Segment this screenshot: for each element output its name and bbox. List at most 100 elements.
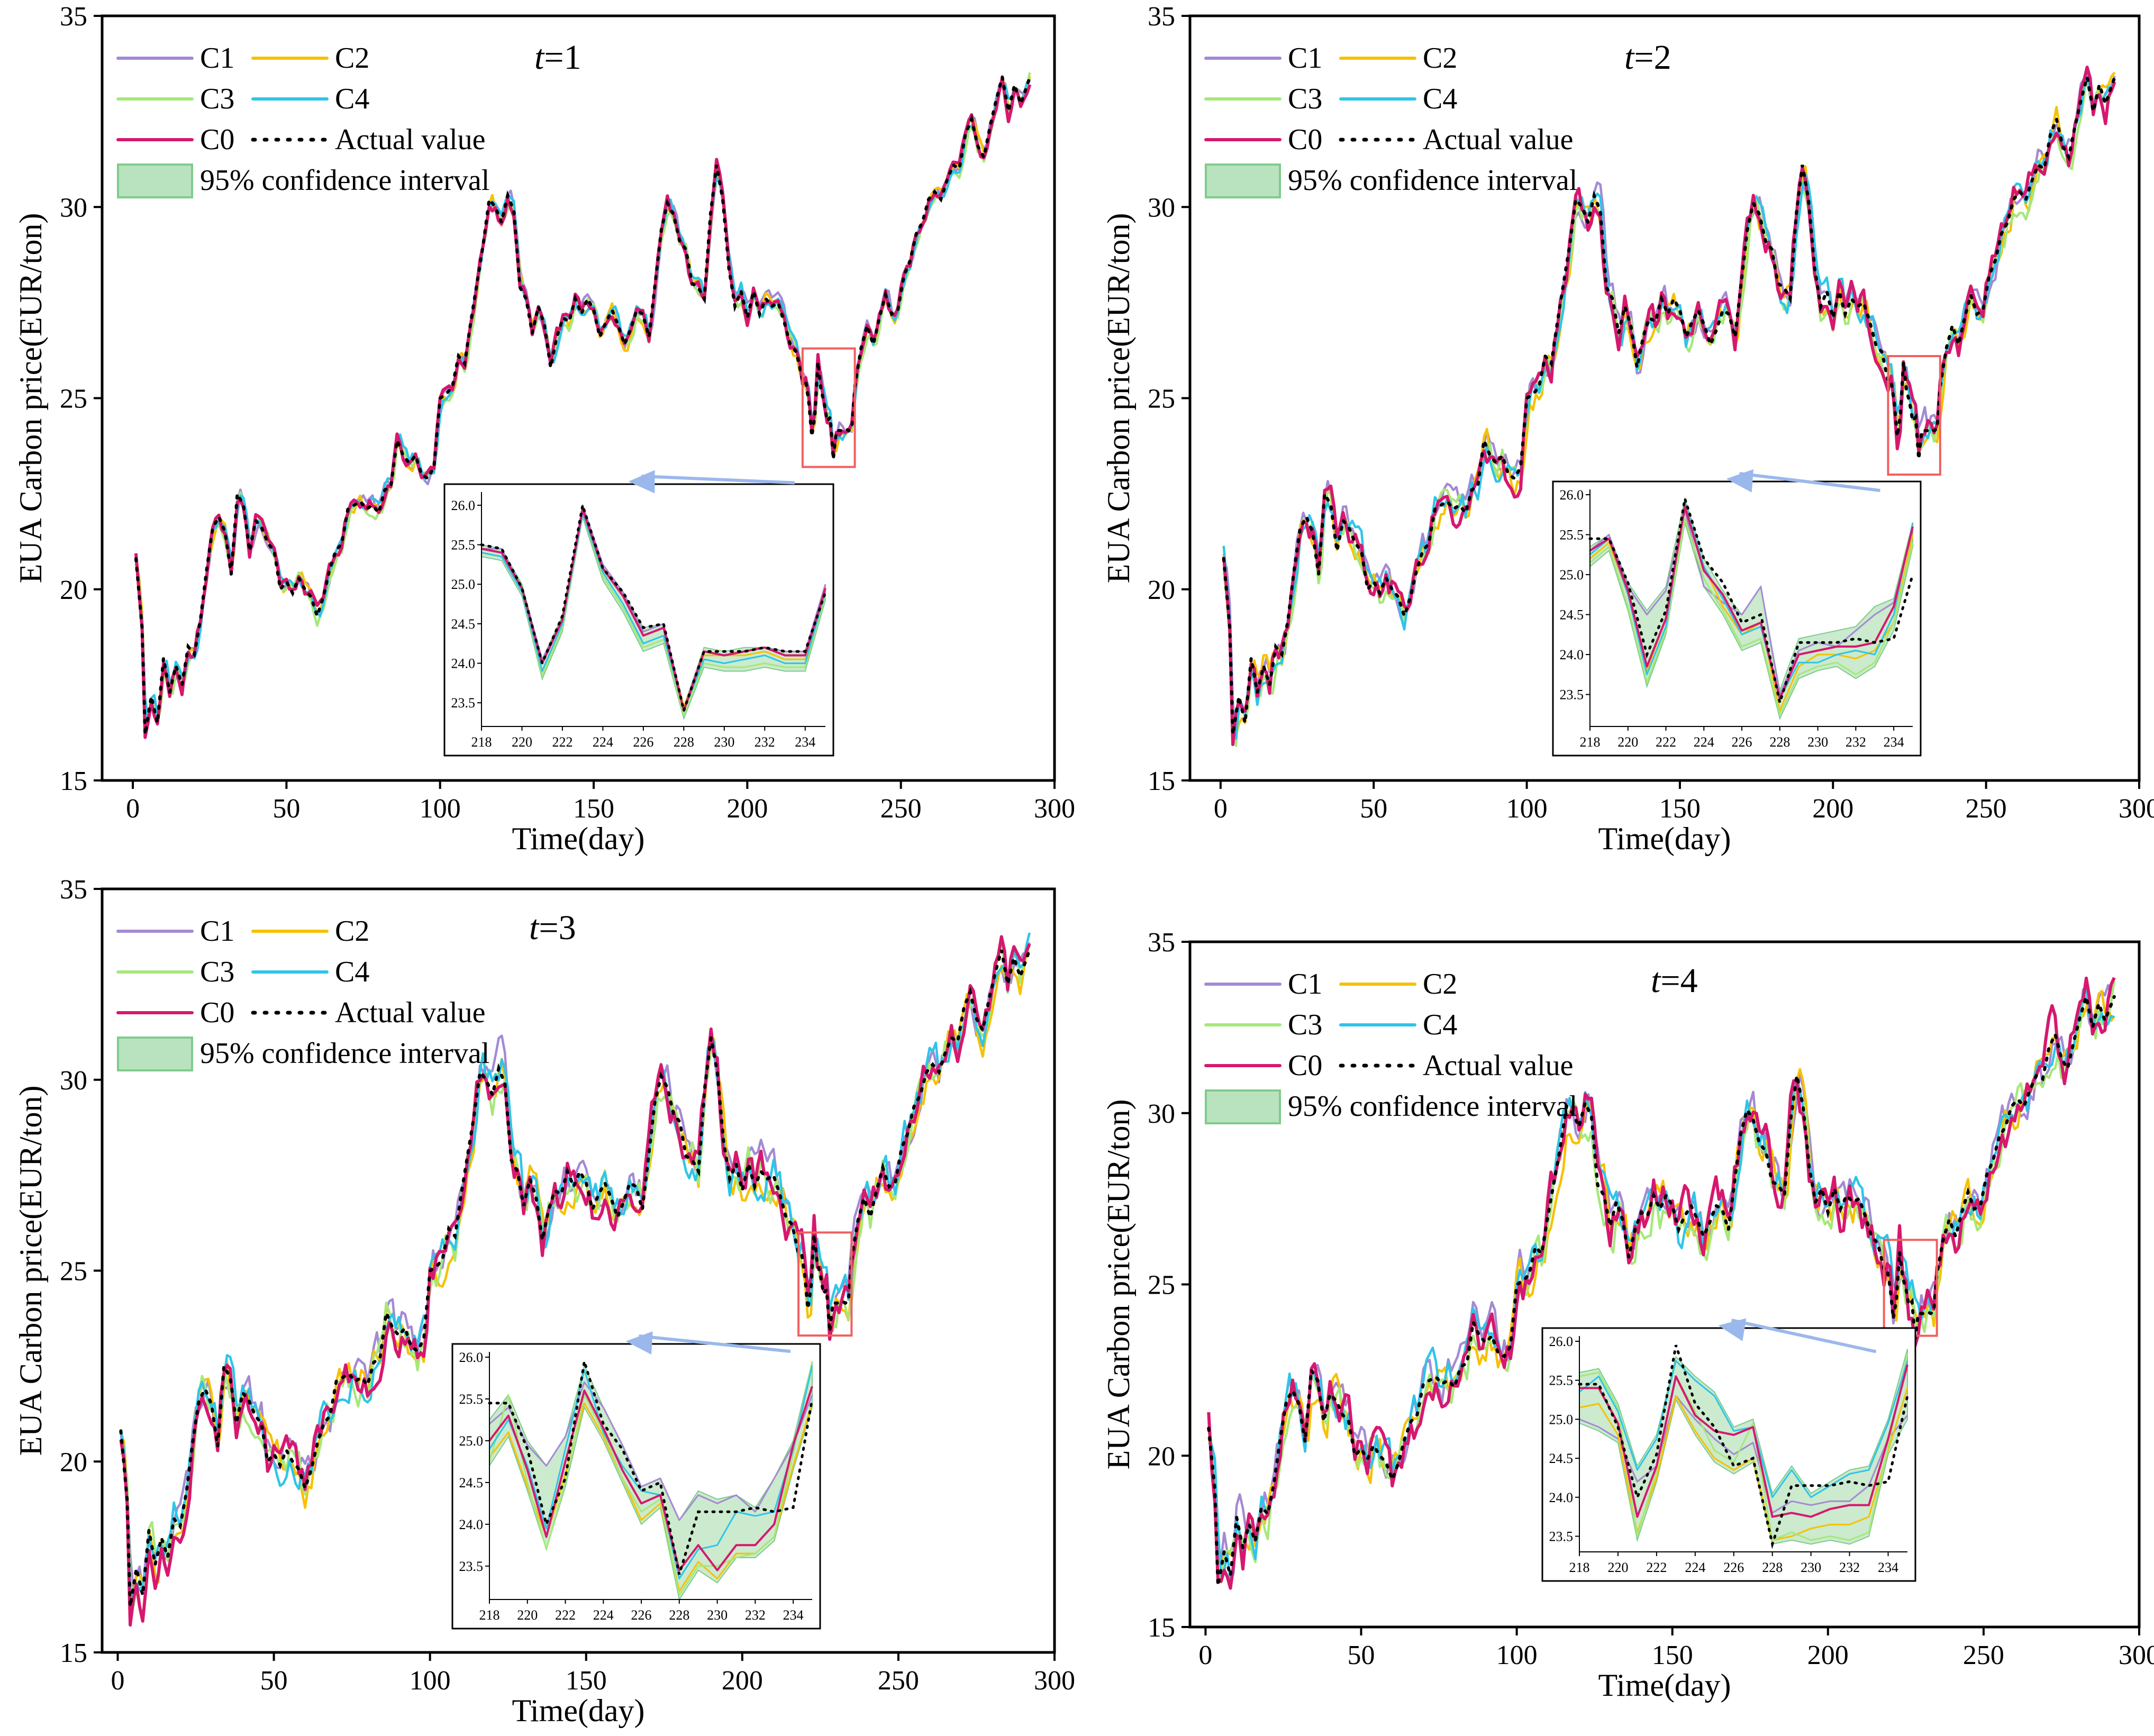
x-tick-label: 100 <box>1496 1640 1538 1670</box>
inset-x-tick-label: 224 <box>1694 734 1714 750</box>
x-tick-label: 250 <box>878 1666 919 1696</box>
legend-c1-label: C1 <box>200 915 234 948</box>
inset-actual-line <box>1578 1344 1909 1549</box>
x-tick-label: 200 <box>1812 794 1853 824</box>
inset-x-tick-label: 226 <box>1732 734 1752 750</box>
legend-c3-label: C3 <box>1288 1008 1322 1041</box>
legend-c2-label: C2 <box>335 42 369 75</box>
y-tick-label: 30 <box>1148 193 1175 223</box>
inset-y-tick-label: 23.5 <box>1549 1529 1574 1544</box>
legend-ci-swatch <box>1205 163 1281 198</box>
legend-c0-label: C0 <box>200 996 234 1029</box>
inset-x-tick-label: 220 <box>1617 734 1638 750</box>
inset-c3-line <box>488 1361 813 1596</box>
y-tick-label: 30 <box>60 1066 87 1096</box>
panel-title-eq: =1 <box>544 38 581 77</box>
panel-title-eq: =4 <box>1660 961 1697 1000</box>
inset-x-tick-label: 230 <box>1807 734 1828 750</box>
series-c3-line <box>1207 980 2116 1584</box>
y-tick-label: 15 <box>60 766 87 796</box>
zoom-highlight-box <box>1887 355 1941 476</box>
legend-ci-label: 95% confidence interval <box>200 164 489 197</box>
inset-x-tick-label: 230 <box>714 734 734 750</box>
legend-ci-swatch <box>117 163 193 198</box>
inset-x-tick-label: 230 <box>707 1607 728 1623</box>
legend: C1 C2 C3 C4 C0 Actual value 95% confidence int… <box>1204 968 1577 1124</box>
series-c2-line <box>1207 989 2115 1567</box>
y-axis-title: EUA Carbon price(EUR/ton) <box>1101 213 1136 584</box>
x-tick-label: 200 <box>726 794 768 824</box>
zoom-arrow-head <box>1726 469 1754 493</box>
x-tick-label: 150 <box>573 794 614 824</box>
inset-c3-line <box>481 512 826 716</box>
x-tick-label: 250 <box>1966 794 2007 824</box>
inset-c4-line <box>488 1365 813 1579</box>
inset-c4-line <box>1579 1360 1908 1498</box>
panel-title-eq: =3 <box>539 908 576 947</box>
panel-2: 0 50 100 150 200 250 300 15 20 25 30 35 Time(day) EUA… <box>1101 2 2154 856</box>
panel-title: t=2 <box>1624 38 1671 77</box>
legend: C1 C2 C3 C4 C0 Actual value 95% confidence int… <box>116 42 489 198</box>
inset-y-tick-label: 24.0 <box>1560 647 1584 662</box>
panel-title: t=3 <box>529 908 576 947</box>
zoom-arrow-line <box>1739 472 1880 492</box>
inset-x-tick-label: 218 <box>1580 734 1601 750</box>
x-tick-label: 250 <box>1963 1640 2004 1670</box>
x-tick-label: 300 <box>2119 794 2154 824</box>
series-actual-line <box>119 948 1031 1607</box>
inset-y-tick-label: 24.5 <box>451 616 476 632</box>
inset-actual-line <box>488 1361 814 1575</box>
zoom-highlight-box <box>801 347 856 468</box>
inset-c0-line <box>1579 1364 1908 1518</box>
inset-y-tick-label: 25.0 <box>1560 567 1584 583</box>
x-tick-label: 300 <box>1034 794 1075 824</box>
legend-ci-label: 95% confidence interval <box>1288 164 1577 197</box>
inset-x-tick-label: 234 <box>783 1607 804 1623</box>
y-tick-label: 25 <box>60 384 87 414</box>
inset-c1-line <box>489 1381 813 1521</box>
panel-3: 0 50 100 150 200 250 300 15 20 25 30 35 Time(day) EUA… <box>13 875 1075 1728</box>
legend-actual-label: Actual value <box>335 996 486 1029</box>
x-tick-label: 100 <box>410 1666 451 1696</box>
inset-x-tick-label: 234 <box>795 734 815 750</box>
zoom-arrow-head <box>1718 1318 1747 1341</box>
y-tick-label: 15 <box>60 1638 87 1668</box>
inset-c4-line <box>1589 502 1914 699</box>
inset-x-tick-label: 226 <box>1723 1560 1744 1575</box>
inset-actual-line <box>1588 498 1914 708</box>
plot-area <box>1207 976 2116 1590</box>
plot-area <box>134 72 1032 739</box>
y-tick-label: 35 <box>1148 928 1175 958</box>
inset-x-tick-label: 226 <box>631 1607 652 1623</box>
panel-title-var: t <box>1624 38 1635 77</box>
inset-y-tick-label: 24.0 <box>451 656 476 671</box>
x-tick-label: 0 <box>111 1666 125 1696</box>
legend-actual-label: Actual value <box>1423 123 1574 156</box>
inset-plot: 218 220 222 224 226 228 230 232 234 23.5 24.0 24.5 2… <box>1560 487 1914 750</box>
y-tick-label: 25 <box>1148 1270 1175 1301</box>
inset-x-tick-label: 224 <box>1685 1560 1705 1575</box>
y-tick-label: 20 <box>1148 1441 1175 1471</box>
x-axis-title: Time(day) <box>512 821 644 856</box>
inset-actual-line <box>480 505 827 716</box>
x-tick-label: 300 <box>1034 1666 1075 1696</box>
legend: C1 C2 C3 C4 C0 Actual value 95% confidence int… <box>116 915 489 1071</box>
series-actual-line <box>1222 75 2116 735</box>
inset-x-tick-label: 220 <box>512 734 532 750</box>
zoom-arrow-line <box>1731 1319 1877 1353</box>
legend-c4-label: C4 <box>1423 83 1457 115</box>
inset-x-tick-label: 234 <box>1878 1560 1898 1575</box>
legend-actual-label: Actual value <box>1423 1049 1574 1082</box>
legend-c0-label: C0 <box>200 123 234 156</box>
x-tick-label: 100 <box>420 794 461 824</box>
inset-plot: 218 220 222 224 226 228 230 232 234 23.5 24.0 24.5 2… <box>1549 1334 1909 1575</box>
legend-c4-label: C4 <box>1423 1008 1457 1041</box>
legend-ci-swatch <box>1205 1089 1281 1124</box>
inset-plot: 218 220 222 224 226 228 230 232 234 23.5 24.0 24.5 2… <box>459 1350 814 1623</box>
y-axis-title: EUA Carbon price(EUR/ton) <box>13 1086 48 1456</box>
inset-y-tick-label: 25.5 <box>451 538 476 553</box>
zoom-arrow-head <box>625 1331 653 1355</box>
inset-x-tick-label: 226 <box>633 734 653 750</box>
inset-x-tick-label: 232 <box>1839 1560 1860 1575</box>
